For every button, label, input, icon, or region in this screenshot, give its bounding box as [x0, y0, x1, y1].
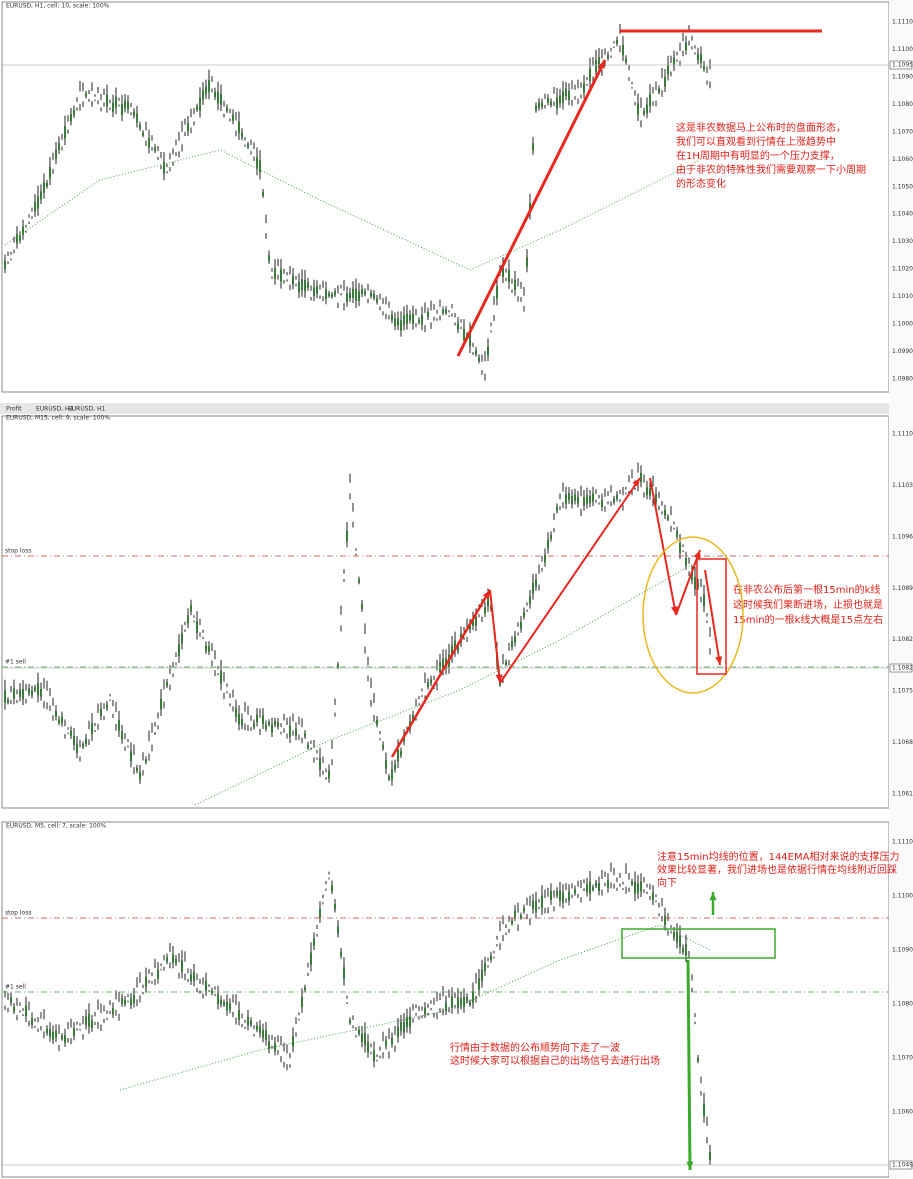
annotation: 这是非农数据马上公布时的盘面形态，	[676, 121, 846, 134]
price-label: 1.1060	[892, 156, 913, 163]
current-price-box	[889, 663, 913, 673]
price-label: 1.1020	[892, 266, 913, 273]
arrow	[489, 589, 501, 684]
annotation: 这时候我们果断进场，止损也就是	[733, 598, 883, 611]
entry-box	[696, 558, 727, 675]
price-label: 1.1080	[892, 1001, 913, 1008]
stop-loss-label: stop loss	[5, 548, 31, 555]
price-label: 1.1096	[892, 533, 913, 540]
price-label: 1.1089	[892, 585, 913, 592]
price-label: 1.1050	[892, 183, 913, 190]
current-price: 1.1049	[892, 1162, 913, 1169]
arrow	[686, 959, 692, 1171]
highlight-ellipse	[642, 536, 744, 694]
tab[interactable]: Profit	[6, 406, 22, 413]
arrow-head	[715, 656, 723, 665]
current-price-box	[889, 1160, 913, 1170]
price-label: 1.1010	[892, 293, 913, 300]
sell-label: #1 sell	[5, 984, 26, 991]
annotation: 向下	[657, 876, 677, 889]
price-label: 1.1000	[892, 321, 913, 328]
price-label: 1.1068	[892, 739, 913, 746]
price-label: 1.1040	[892, 211, 913, 218]
price-label: 1.1080	[892, 101, 913, 108]
price-label: 1.1061	[892, 791, 913, 798]
price-label: 1.1082	[892, 636, 913, 643]
annotation: 由于非农的特殊性我们需要观察一下小周期	[676, 163, 866, 176]
price-label: 1.1090	[892, 73, 913, 80]
annotation: 行情由于数据的公布顺势向下走了一波	[450, 1041, 620, 1054]
arrow	[649, 477, 677, 616]
price-label: 1.1090	[892, 947, 913, 954]
arrow-head	[686, 1161, 694, 1170]
arrow	[704, 569, 721, 666]
price-label: 1.1030	[892, 238, 913, 245]
arrow	[390, 589, 492, 758]
sell-label: #1 sell	[5, 659, 26, 666]
panel-header: EURUSD, M15, cell: 9, scale: 100%	[6, 415, 110, 422]
current-price-box	[889, 60, 913, 70]
tab[interactable]: EURUSD, H1	[68, 406, 105, 413]
arrow-head	[632, 478, 640, 487]
arrow-head	[482, 590, 490, 599]
entry-zone	[621, 928, 776, 959]
annotation: 在1H周期中有明显的一个压力支撑，	[676, 149, 840, 162]
current-price: 1.1082	[892, 665, 913, 672]
annotation: 效果比较显著，我们进场也是依据行情在均线附近回踩	[657, 863, 897, 876]
annotation: 在非农公布后第一根15min的k线	[733, 583, 880, 596]
tab-strip	[0, 403, 913, 414]
price-label: 1.1103	[892, 482, 913, 489]
price-label: 1.1110	[892, 839, 913, 846]
price-label: 1.0990	[892, 348, 913, 355]
price-label: 1.1100	[892, 893, 913, 900]
annotation: 注意15min均线的位置，144EMA相对来说的支撑压力	[657, 850, 899, 863]
arrow-head	[693, 550, 701, 559]
stop-loss-label: stop loss	[5, 910, 31, 917]
current-price: 1.1095	[892, 62, 913, 69]
price-label: 1.1070	[892, 1055, 913, 1062]
annotation: 我们可以直观看到行情在上涨趋势中	[676, 135, 836, 148]
price-label: 1.0980	[892, 376, 913, 383]
price-label: 1.1060	[892, 1109, 913, 1116]
annotation: 15min的一根k线大概是15点左右	[733, 613, 883, 626]
arrow-head	[495, 674, 503, 683]
price-axis	[889, 0, 913, 1179]
price-label: 1.1110	[892, 19, 913, 26]
price-label: 1.1075	[892, 688, 913, 695]
price-label: 1.1110	[892, 431, 913, 438]
price-label: 1.1070	[892, 128, 913, 135]
arrow	[456, 59, 607, 357]
tab[interactable]: EURUSD, H4	[36, 406, 73, 413]
panel-header: EURUSD, H1, cell: 10, scale: 100%	[6, 3, 110, 10]
annotation: 的形态变化	[676, 177, 726, 190]
annotation: 这时候大家可以根据自己的出场信号去进行出场	[450, 1054, 660, 1067]
arrow-head	[598, 60, 605, 69]
arrow	[499, 477, 641, 684]
arrow-head	[709, 892, 717, 901]
price-label: 1.1100	[892, 46, 913, 53]
panel-header: EURUSD, M5, cell: 7, scale: 100%	[6, 823, 107, 830]
moving-average	[194, 559, 701, 806]
arrow	[675, 549, 701, 616]
